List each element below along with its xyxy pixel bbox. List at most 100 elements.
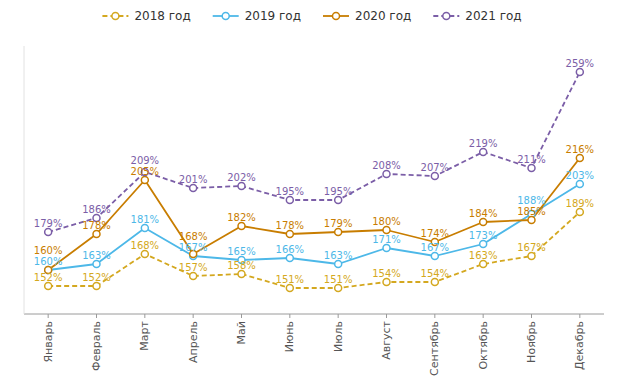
data-label: 201%: [179, 174, 208, 185]
point-marker: [528, 165, 535, 172]
series-line: [48, 212, 580, 288]
point-marker: [190, 273, 197, 280]
data-label: 209%: [131, 155, 160, 166]
data-label: 157%: [179, 262, 208, 273]
data-label: 181%: [131, 214, 160, 225]
x-tick-label: Январь: [42, 321, 55, 363]
point-marker: [431, 173, 438, 180]
point-marker: [93, 283, 100, 290]
legend: 2018 год2019 год2020 год2021 год: [102, 9, 521, 23]
point-marker: [431, 253, 438, 260]
data-label: 173%: [469, 230, 498, 241]
legend-label: 2018 год: [134, 9, 190, 23]
data-label: 219%: [469, 138, 498, 149]
point-marker: [335, 229, 342, 236]
point-marker: [238, 271, 245, 278]
legend-marker: [112, 13, 119, 20]
data-label: 152%: [34, 272, 63, 283]
series-line: [48, 184, 580, 270]
point-marker: [335, 197, 342, 204]
data-label: 152%: [82, 272, 111, 283]
point-marker: [190, 185, 197, 192]
point-marker: [286, 197, 293, 204]
legend-label: 2021 год: [465, 9, 521, 23]
data-label: 207%: [421, 162, 450, 173]
data-label: 158%: [227, 260, 256, 271]
data-label: 195%: [276, 186, 305, 197]
point-marker: [528, 217, 535, 224]
data-label: 184%: [469, 208, 498, 219]
data-label: 163%: [469, 250, 498, 261]
data-label: 178%: [276, 220, 305, 231]
point-marker: [480, 219, 487, 226]
x-tick-label: Июль: [332, 321, 345, 352]
data-label: 168%: [179, 231, 208, 242]
point-marker: [335, 285, 342, 292]
point-marker: [141, 251, 148, 258]
point-marker: [93, 231, 100, 238]
point-marker: [576, 209, 583, 216]
legend-marker: [443, 13, 450, 20]
point-marker: [528, 253, 535, 260]
point-marker: [335, 261, 342, 268]
x-tick-label: Декабрь: [573, 321, 586, 370]
data-label: 195%: [324, 186, 353, 197]
data-label: 167%: [517, 242, 546, 253]
x-tick: [289, 314, 290, 318]
data-label: 205%: [131, 166, 160, 177]
x-tick: [386, 314, 387, 318]
data-label: 166%: [276, 244, 305, 255]
data-label: 178%: [82, 220, 111, 231]
legend-item: 2019 год: [213, 9, 301, 23]
data-label: 202%: [227, 172, 256, 183]
data-label: 171%: [372, 234, 401, 245]
point-marker: [480, 149, 487, 156]
x-tick: [579, 314, 580, 318]
point-marker: [383, 227, 390, 234]
data-label: 167%: [421, 242, 450, 253]
data-label: 186%: [82, 204, 111, 215]
point-marker: [93, 261, 100, 268]
x-tick-label: Май: [235, 321, 248, 344]
legend-marker: [222, 13, 229, 20]
data-label: 203%: [566, 170, 595, 181]
plot-area: [45, 69, 584, 292]
data-label: 188%: [517, 195, 546, 206]
x-tick: [338, 314, 339, 318]
data-label: 163%: [324, 250, 353, 261]
data-label: 168%: [131, 240, 160, 251]
legend-marker: [333, 13, 340, 20]
legend-item: 2018 год: [102, 9, 190, 23]
x-tick: [531, 314, 532, 318]
point-marker: [238, 223, 245, 230]
point-marker: [480, 241, 487, 248]
data-label: 154%: [421, 268, 450, 279]
series-line: [48, 158, 580, 270]
data-label: 167%: [179, 242, 208, 253]
data-label: 216%: [566, 144, 595, 155]
data-label: 211%: [517, 154, 546, 165]
point-marker: [286, 255, 293, 262]
x-tick-label: Март: [138, 320, 151, 350]
data-label: 154%: [372, 268, 401, 279]
chart: ЯнварьФевральМартАпрельМайИюньИюльАвгуст…: [0, 0, 624, 380]
data-label: 151%: [276, 274, 305, 285]
point-marker: [431, 279, 438, 286]
data-label: 189%: [566, 198, 595, 209]
point-marker: [576, 155, 583, 162]
x-tick: [483, 314, 484, 318]
point-marker: [383, 171, 390, 178]
data-label: 165%: [227, 246, 256, 257]
data-label: 182%: [227, 212, 256, 223]
data-label: 163%: [82, 250, 111, 261]
point-marker: [576, 69, 583, 76]
data-label: 160%: [34, 256, 63, 267]
legend-label: 2019 год: [245, 9, 301, 23]
data-label: 174%: [421, 228, 450, 239]
x-tick: [96, 314, 97, 318]
point-marker: [141, 225, 148, 232]
x-tick: [193, 314, 194, 318]
x-tick-label: Сентябрь: [428, 321, 441, 376]
point-marker: [141, 177, 148, 184]
point-marker: [383, 279, 390, 286]
